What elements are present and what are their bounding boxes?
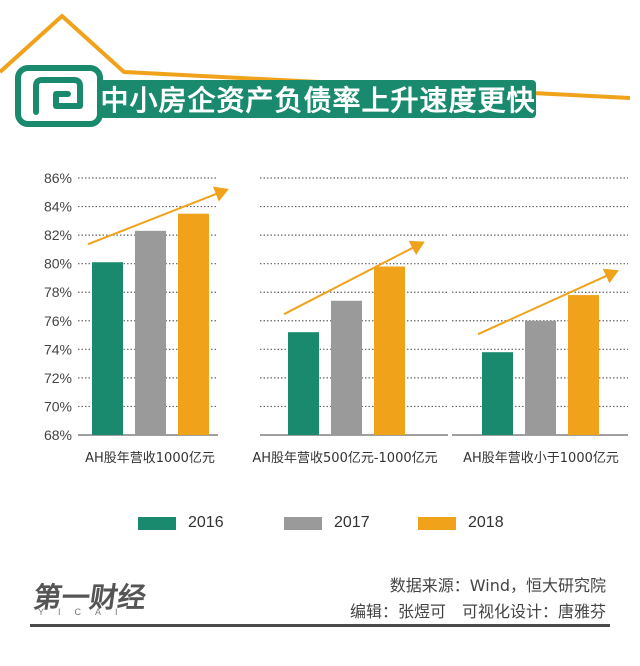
legend: 2016 2017 2018 (0, 510, 640, 540)
trend-arrow (283, 240, 425, 316)
editor-credit: 编辑：张煜可 可视化设计：唐雅芬 (349, 602, 606, 621)
trend-arrows (87, 186, 619, 336)
y-tick-label: 70% (44, 398, 72, 414)
bar-2017 (135, 230, 166, 435)
legend-swatch-2017 (284, 516, 322, 530)
y-tick-label: 78% (44, 284, 72, 300)
chart-title: 中小房企资产负债率上升速度更快 (100, 84, 536, 117)
legend-item-2016: 2016 (138, 514, 224, 532)
y-tick-label: 84% (44, 199, 72, 215)
y-tick-label: 80% (44, 256, 72, 272)
y-tick-label: 76% (44, 313, 72, 329)
y-tick-label: 86% (44, 170, 72, 186)
banner (0, 14, 631, 127)
bar-2018 (178, 213, 209, 435)
y-tick-label: 82% (44, 227, 72, 243)
y-tick-label: 74% (44, 341, 72, 357)
trend-arrow (87, 186, 229, 246)
yicai-logo-sub: YICAI (38, 607, 132, 617)
legend-swatch-2016 (138, 516, 176, 530)
footer-divider (30, 624, 610, 627)
y-tick-label: 72% (44, 370, 72, 386)
bars (92, 213, 599, 435)
x-category-label: AH股年营收500亿元-1000亿元 (252, 451, 437, 466)
bar-2018 (568, 295, 599, 435)
legend-label-2017: 2017 (334, 514, 370, 531)
title-box: 中小房企资产负债率上升速度更快 (100, 80, 536, 118)
bar-2016 (482, 352, 513, 435)
trend-arrow (477, 268, 619, 336)
legend-label-2018: 2018 (468, 514, 504, 531)
bar-2016 (288, 332, 319, 435)
x-category-label: AH股年营收小于1000亿元 (463, 451, 619, 466)
x-category-label: AH股年营收1000亿元 (85, 451, 215, 466)
legend-item-2017: 2017 (284, 514, 370, 532)
legend-swatch-2018 (418, 516, 456, 530)
bar-2018 (374, 266, 405, 435)
legend-label-2016: 2016 (188, 514, 224, 531)
y-axis: 68% 70% 72% 74% 76% 78% 80% 82% 84% 86% (44, 170, 72, 443)
bar-2017 (331, 300, 362, 435)
x-axis: AH股年营收1000亿元 AH股年营收500亿元-1000亿元 AH股年营收小于10… (85, 451, 619, 466)
y-tick-label: 68% (44, 427, 72, 443)
legend-item-2018: 2018 (418, 514, 504, 532)
chart: 68% 70% 72% 74% 76% 78% 80% 82% 84% 86% AH股年营收100… (44, 170, 628, 466)
bar-2016 (92, 262, 123, 435)
data-source: 数据来源：Wind，恒大研究院 (389, 576, 606, 595)
bar-2017 (525, 320, 556, 435)
